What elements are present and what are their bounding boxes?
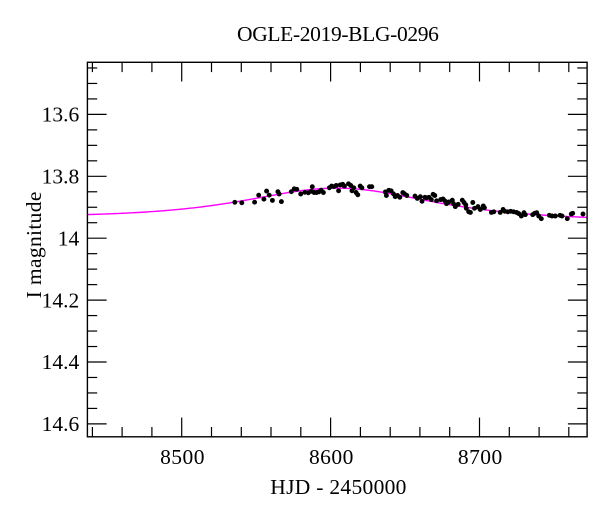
svg-text:14: 14	[58, 226, 80, 250]
svg-text:8700: 8700	[458, 445, 503, 469]
svg-text:14.4: 14.4	[42, 350, 80, 374]
svg-text:13.6: 13.6	[42, 103, 80, 127]
svg-text:14.2: 14.2	[42, 288, 80, 312]
svg-text:I magnitude: I magnitude	[22, 191, 46, 298]
svg-text:14.6: 14.6	[42, 412, 80, 436]
svg-text:8600: 8600	[309, 445, 354, 469]
svg-text:13.8: 13.8	[42, 165, 80, 189]
svg-text:8500: 8500	[160, 445, 205, 469]
svg-text:OGLE-2019-BLG-0296: OGLE-2019-BLG-0296	[237, 22, 439, 46]
svg-text:HJD - 2450000: HJD - 2450000	[270, 475, 406, 499]
